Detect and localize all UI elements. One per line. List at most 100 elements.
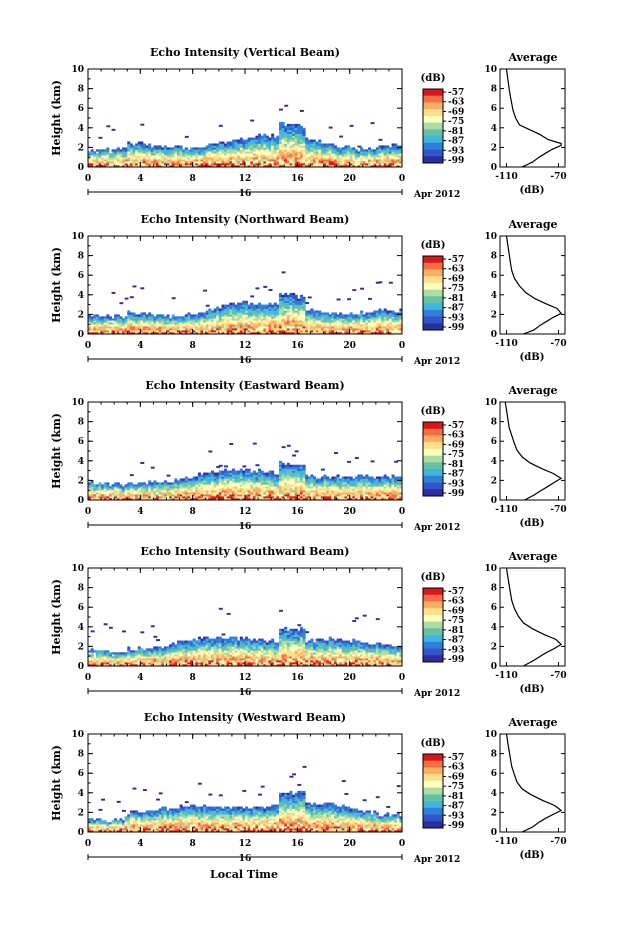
colorbar-swatch [423,608,443,616]
colorbar-swatch [423,156,443,164]
colorbar-swatch [423,262,443,270]
colorbar-swatch [423,303,443,311]
profile-x-tick-label: -70 [550,837,566,847]
x-tick-label: 8 [190,341,196,351]
colorbar [423,422,443,497]
x-tick-label: 8 [190,507,196,517]
colorbar-tick-label: -63 [448,98,464,108]
profile-x-tick-label: -110 [495,671,518,681]
colorbar-swatch [423,787,443,795]
x-tick-label: 12 [239,507,252,517]
colorbar-tick-label: -81 [448,626,464,636]
profile-title: Average [507,550,557,563]
profile-line [505,68,562,168]
y-tick-label: 10 [71,232,84,242]
month-label: Apr 2012 [413,523,460,533]
colorbar-tick-label: -81 [448,127,464,137]
colorbar-swatch [423,149,443,157]
x-tick-label: 12 [239,174,252,184]
colorbar-swatch [423,296,443,304]
profile-y-tick-label: 4 [491,124,497,134]
x-tick-label: 20 [343,507,356,517]
colorbar-tick-label: -99 [448,821,464,831]
profile-title: Average [507,716,557,729]
colorbar-swatch [423,767,443,775]
date-label: 16 [239,522,252,532]
y-axis-label: Height (km) [50,579,63,655]
y-tick-label: 4 [78,789,84,799]
colorbar-swatch [423,621,443,629]
profile-line [504,401,563,501]
x-tick-label: 20 [343,341,356,351]
x-tick-label: 0 [85,839,91,849]
y-tick-label: 4 [78,291,84,301]
y-tick-label: 4 [78,623,84,633]
colorbar-tick-label: -81 [448,792,464,802]
colorbar-tick-label: -57 [448,88,464,98]
profile-y-tick-label: 0 [491,828,497,838]
y-tick-label: 0 [78,496,84,506]
profile-x-label: (dB) [520,352,545,363]
colorbar-swatch [423,475,443,483]
panel-4: Echo Intensity (Southward Beam) 0 2 4 6 8 10 0 4… [50,545,567,699]
colorbar-swatch [423,89,443,97]
panel-title: Echo Intensity (Westward Beam) [144,711,346,724]
panel-title: Echo Intensity (Southward Beam) [141,545,350,558]
x-tick-label: 16 [291,174,304,184]
panel-1: Echo Intensity (Vertical Beam) 0 2 4 6 8 10 0 4 8… [50,46,567,200]
x-tick-label: 20 [343,174,356,184]
colorbar-swatch [423,760,443,768]
profile-frame [499,567,566,667]
colorbar-swatch [423,448,443,457]
colorbar-tick-label: -87 [448,304,464,314]
x-tick-label: 0 [399,839,405,849]
profile-x-tick-label: -70 [550,172,566,182]
colorbar-tick-label: -63 [448,431,464,441]
colorbar-unit: (dB) [421,572,446,583]
panel-title: Echo Intensity (Northward Beam) [141,213,350,226]
profile-y-tick-label: 4 [491,457,497,467]
profile-y-tick-label: 6 [491,769,497,779]
colorbar-swatch [423,115,443,124]
colorbar-swatch [423,614,443,623]
panel-title: Echo Intensity (Eastward Beam) [145,379,344,392]
colorbar-tick-label: -57 [448,421,464,431]
colorbar-swatch [423,95,443,103]
x-tick-label: 4 [137,507,143,517]
colorbar-tick-label: -99 [448,323,464,333]
colorbar-swatch [423,648,443,656]
colorbar-swatch [423,435,443,443]
colorbar-swatch [423,780,443,789]
colorbar-swatch [423,754,443,762]
profile-x-tick-label: -110 [495,172,518,182]
date-label: 16 [239,688,252,698]
x-tick-label: 12 [239,839,252,849]
colorbar-tick-label: -57 [448,587,464,597]
profile-title: Average [507,51,557,64]
colorbar-tick-label: -93 [448,146,464,156]
profile-frame [499,401,566,501]
profile-y-tick-label: 10 [484,730,497,740]
colorbar-tick-label: -57 [448,753,464,763]
colorbar-swatch [423,489,443,497]
profile-frame [499,733,566,833]
profile-y-tick-label: 8 [491,252,497,262]
y-tick-label: 0 [78,828,84,838]
profile-y-tick-label: 0 [491,662,497,672]
profile-frame [499,235,566,335]
profile-y-tick-label: 2 [491,642,497,652]
y-tick-label: 6 [78,437,84,447]
profile-y-tick-label: 10 [484,65,497,75]
profile-x-tick-label: -70 [550,505,566,515]
profile-x-tick-label: -70 [550,671,566,681]
y-tick-label: 2 [78,476,84,486]
y-tick-label: 6 [78,271,84,281]
colorbar-swatch [423,136,443,144]
y-tick-label: 4 [78,457,84,467]
x-tick-label: 0 [399,174,405,184]
y-axis-label: Height (km) [50,247,63,323]
colorbar-swatch [423,641,443,649]
colorbar-tick-label: -63 [448,265,464,275]
colorbar-swatch [423,455,443,463]
